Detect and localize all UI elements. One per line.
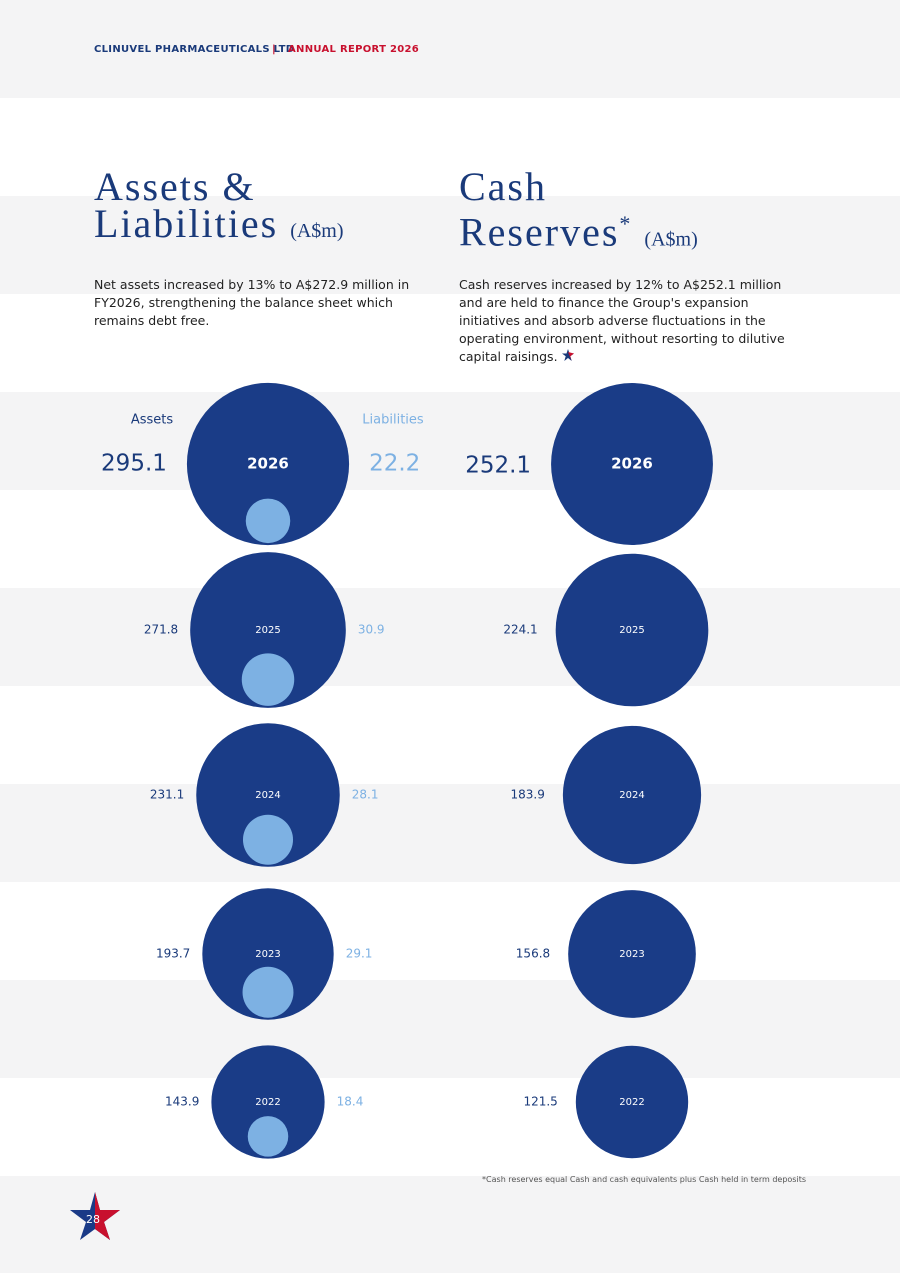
legend-liabilities: Liabilities <box>362 413 424 428</box>
liabilities-value: 28.1 <box>352 788 379 802</box>
liabilities-value: 22.2 <box>369 451 420 477</box>
title-line: Liabilities <box>94 201 279 246</box>
year: 2023 <box>619 949 644 960</box>
year: 2026 <box>611 455 653 473</box>
liabilities-bubble <box>242 966 294 1018</box>
unit: (A$m) <box>644 228 698 251</box>
separator: | <box>272 44 276 55</box>
cash-bubble <box>568 890 696 1018</box>
unit: (A$m) <box>290 220 344 242</box>
title-line: Reserves <box>459 209 620 255</box>
cash-value: 252.1 <box>465 453 531 479</box>
year: 2022 <box>619 1097 644 1108</box>
paragraph: Cash reserves increased by 12% to A$252.… <box>459 276 804 366</box>
title-line: Reserves* (A$m) <box>459 205 698 258</box>
title-line: Cash <box>459 164 547 209</box>
cash-value: 183.9 <box>511 788 545 802</box>
assets-bubble <box>202 888 334 1020</box>
cash-bubble <box>555 553 709 707</box>
legend-assets: Assets <box>131 413 174 428</box>
page-number: 28 <box>86 1213 100 1226</box>
liabilities-bubble <box>247 1116 289 1157</box>
liabilities-bubble <box>242 814 294 865</box>
assets-value: 231.1 <box>150 788 184 802</box>
title-line: Liabilities (A$m) <box>94 204 344 250</box>
assets-value: 295.1 <box>101 451 167 477</box>
year: 2024 <box>255 790 280 801</box>
year: 2025 <box>255 625 280 636</box>
page-badge <box>70 1192 120 1240</box>
title-line: Assets & <box>94 164 256 209</box>
liabilities-value: 30.9 <box>358 623 385 637</box>
footnote: *Cash reserves equal Cash and cash equiv… <box>482 1175 806 1184</box>
cash-value: 156.8 <box>516 947 550 961</box>
assets-bubble <box>190 552 346 708</box>
year: 2025 <box>619 625 644 636</box>
liabilities-bubble <box>245 498 291 544</box>
year: 2026 <box>247 455 289 473</box>
assets-bubble <box>196 723 340 867</box>
cash-bubble <box>575 1045 689 1159</box>
title: Assets & Liabilities (A$m) <box>94 164 344 250</box>
report: ANNUAL REPORT 2026 <box>288 44 420 55</box>
assets-value: 193.7 <box>156 947 190 961</box>
assets-bubble <box>211 1045 325 1159</box>
company: CLINUVEL PHARMACEUTICALS LTD <box>94 44 295 55</box>
title: Cash Reserves* (A$m) <box>459 164 698 258</box>
assets-value: 143.9 <box>165 1095 199 1109</box>
assets-value: 271.8 <box>144 623 178 637</box>
year: 2022 <box>255 1097 280 1108</box>
star-icon <box>561 349 574 361</box>
cash-bubble <box>551 383 713 545</box>
paragraph: Net assets increased by 13% to A$272.9 m… <box>94 277 410 328</box>
cash-bubble <box>562 725 702 865</box>
title-mark: * <box>619 211 633 236</box>
liabilities-bubble <box>241 653 295 706</box>
liabilities-value: 18.4 <box>337 1095 364 1109</box>
cash-value: 224.1 <box>503 623 537 637</box>
year: 2023 <box>255 949 280 960</box>
liabilities-value: 29.1 <box>346 947 373 961</box>
year: 2024 <box>619 790 644 801</box>
paragraph-text: Cash reserves increased by 12% to A$252.… <box>459 277 785 364</box>
cash-value: 121.5 <box>523 1095 557 1109</box>
assets-bubble <box>186 382 350 546</box>
